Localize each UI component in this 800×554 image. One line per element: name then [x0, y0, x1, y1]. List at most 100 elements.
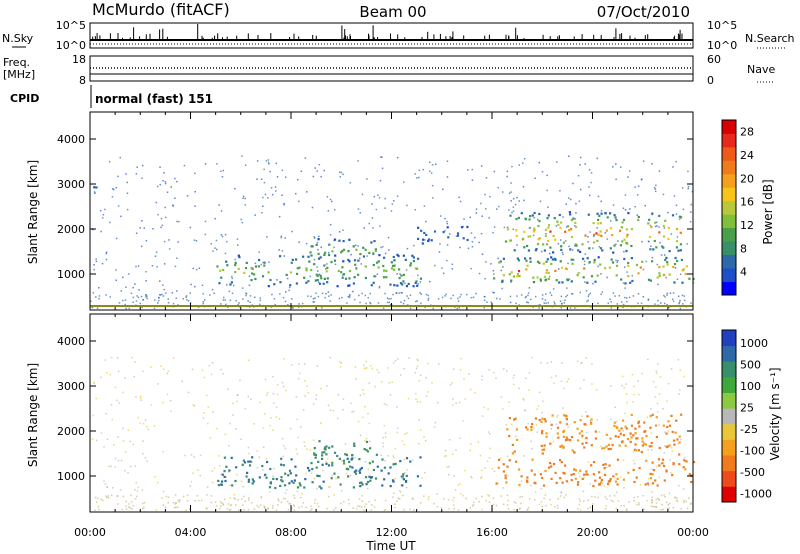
- noise-point: [565, 240, 567, 242]
- noise-point: [233, 284, 235, 287]
- frequency-panel: Freq. [MHz] 18 8 Nave 60 0: [3, 53, 775, 87]
- near-range-point: [681, 294, 684, 297]
- data-cell: [553, 462, 556, 466]
- x-tick-label: 16:00: [476, 526, 508, 539]
- data-cell: [224, 479, 227, 483]
- noise-point: [393, 200, 395, 202]
- noise-point: [632, 401, 634, 403]
- noise-point: [444, 455, 446, 457]
- noise-point: [220, 368, 222, 371]
- noise-point: [455, 449, 457, 451]
- noise-point: [455, 235, 458, 237]
- near-range-point: [626, 297, 628, 299]
- noise-point: [479, 454, 482, 457]
- noise-point: [510, 200, 512, 202]
- data-cell: [497, 466, 500, 469]
- data-cell: [526, 428, 529, 431]
- near-range-point: [583, 500, 585, 502]
- noise-point: [387, 367, 389, 369]
- near-range-point: [515, 302, 517, 305]
- noise-point: [564, 299, 566, 301]
- near-range-point: [394, 506, 396, 509]
- noise-point: [137, 265, 140, 267]
- noise-point: [110, 404, 113, 406]
- noise-point: [363, 227, 365, 229]
- noise-point: [493, 372, 495, 374]
- data-cell: [364, 276, 367, 280]
- near-range-point: [672, 300, 675, 302]
- noise-point: [248, 452, 250, 455]
- noise-point: [340, 171, 343, 174]
- data-cell: [321, 451, 324, 454]
- near-range-point: [291, 298, 293, 300]
- noise-point: [662, 193, 665, 196]
- noise-point: [463, 469, 466, 472]
- noise-point: [93, 191, 96, 193]
- noise-point: [202, 417, 205, 419]
- data-cell: [400, 274, 403, 277]
- noise-point: [654, 190, 657, 193]
- noise-point: [637, 380, 639, 382]
- near-range-point: [657, 299, 659, 302]
- noise-point: [408, 357, 410, 359]
- data-cell: [552, 251, 555, 254]
- noise-point: [242, 197, 244, 199]
- data-cell: [676, 438, 679, 441]
- data-cell: [609, 227, 612, 230]
- near-range-point: [543, 497, 545, 500]
- noise-point: [394, 447, 397, 450]
- near-range-point: [496, 297, 498, 300]
- noise-point: [579, 291, 581, 294]
- data-cell: [625, 427, 628, 430]
- noise-point: [550, 376, 553, 379]
- noise-point: [329, 409, 332, 411]
- noise-point: [397, 427, 399, 429]
- data-cell: [533, 473, 536, 476]
- data-cell: [556, 426, 560, 429]
- noise-point: [384, 509, 387, 511]
- noise-point: [194, 285, 196, 288]
- near-range-point: [420, 302, 422, 305]
- noise-point: [444, 230, 446, 232]
- near-range-point: [205, 507, 207, 509]
- noise-point: [634, 186, 636, 188]
- near-range-point: [135, 300, 138, 302]
- near-range-point: [458, 307, 460, 309]
- data-cell: [649, 248, 652, 251]
- data-cell: [561, 481, 564, 484]
- data-cell: [385, 276, 388, 279]
- noise-point: [298, 363, 300, 365]
- noise-point: [142, 452, 144, 455]
- data-cell: [596, 222, 600, 225]
- data-cell: [530, 469, 533, 472]
- noise-point: [96, 307, 99, 309]
- near-range-point: [685, 500, 688, 503]
- noise-point: [93, 264, 95, 266]
- noise-point: [631, 373, 634, 376]
- noise-point: [120, 290, 122, 292]
- noise-point: [244, 204, 246, 206]
- near-range-point: [348, 502, 351, 505]
- noise-point: [622, 459, 625, 461]
- data-cell: [680, 258, 683, 261]
- data-cell: [652, 469, 656, 472]
- near-range-point: [412, 498, 414, 500]
- freq-label-line1: Freq.: [3, 56, 30, 69]
- noise-point: [224, 233, 227, 236]
- data-cell: [430, 239, 433, 242]
- noise-point: [331, 200, 333, 203]
- near-range-point: [130, 494, 132, 497]
- near-range-point: [628, 501, 630, 503]
- noise-point: [560, 492, 563, 494]
- noise-point: [276, 176, 279, 178]
- data-cell: [513, 418, 516, 421]
- noise-point: [484, 467, 486, 469]
- noise-point: [242, 195, 245, 198]
- near-range-point: [210, 495, 213, 497]
- noise-point: [589, 420, 591, 422]
- noise-point: [262, 469, 264, 471]
- noise-point: [449, 233, 451, 235]
- near-range-point: [237, 303, 239, 306]
- noise-point: [131, 357, 133, 359]
- data-cell: [630, 244, 633, 248]
